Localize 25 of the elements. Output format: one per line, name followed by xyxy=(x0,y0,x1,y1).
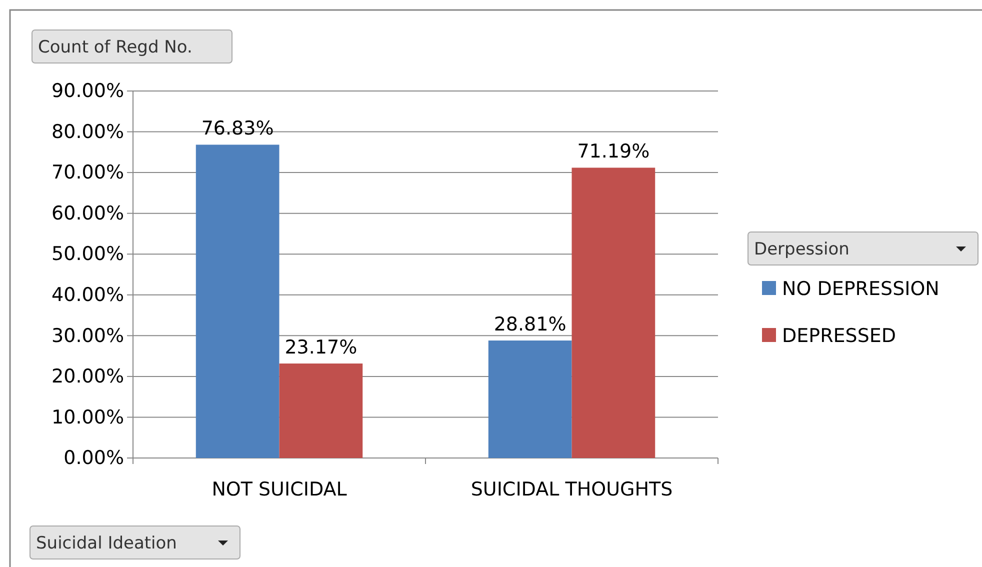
bar xyxy=(279,364,363,458)
y-tick-label: 40.00% xyxy=(52,284,124,306)
x-tick-label: SUICIDAL THOUGHTS xyxy=(470,478,673,500)
y-tick-label: 20.00% xyxy=(52,366,124,388)
data-label: 23.17% xyxy=(284,336,358,359)
data-label: 76.83% xyxy=(201,118,274,140)
bar xyxy=(196,144,280,458)
x-axis-title: Suicidal Ideation xyxy=(36,534,177,554)
legend-label: NO DEPRESSION xyxy=(782,278,940,300)
y-tick-label: 30.00% xyxy=(52,324,124,347)
x-tick-label: NOT SUICIDAL xyxy=(212,478,348,500)
text: Count of Regd No. xyxy=(38,38,192,58)
y-tick-label: 80.00% xyxy=(52,120,124,143)
y-tick-label: 10.00% xyxy=(52,406,124,428)
y-tick-label: 50.00% xyxy=(52,243,124,266)
legend-title: Derpession xyxy=(754,240,850,260)
data-label: 71.19% xyxy=(577,140,650,163)
bar xyxy=(488,340,572,458)
y-tick-label: 60.00% xyxy=(52,202,124,224)
data-label: 28.81% xyxy=(494,314,566,336)
y-tick-label: 90.00% xyxy=(52,80,124,102)
y-tick-label: 70.00% xyxy=(52,162,124,184)
bar xyxy=(572,168,656,458)
legend-label: DEPRESSED xyxy=(782,325,896,347)
y-tick-label: 0.00% xyxy=(64,447,124,470)
